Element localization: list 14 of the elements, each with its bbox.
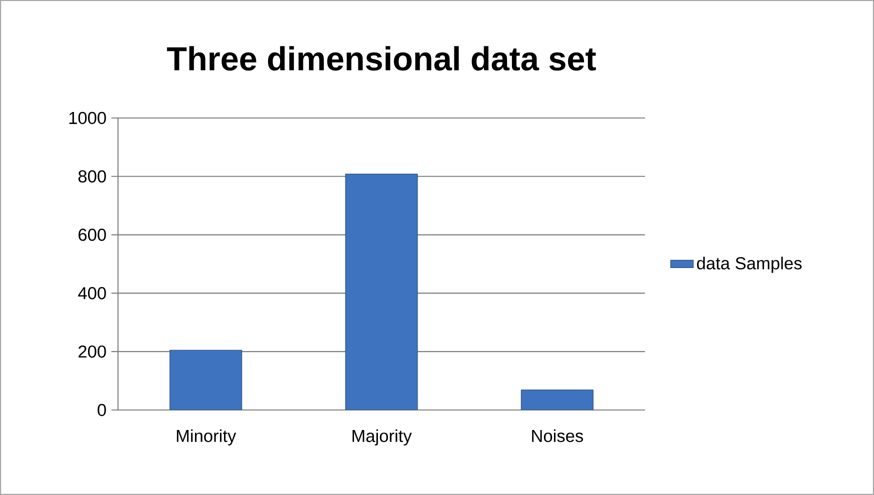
y-tick-label: 0 — [98, 404, 106, 416]
x-tick-label: Minority — [176, 429, 236, 446]
chart-title: Three dimensional data set — [167, 46, 596, 71]
bar — [170, 350, 242, 410]
y-tick-label: 1000 — [69, 112, 106, 124]
y-tick-label: 600 — [78, 228, 106, 241]
y-tick-label: 800 — [78, 170, 106, 183]
y-tick-label: 200 — [78, 345, 106, 358]
bar — [345, 174, 418, 410]
x-tick-label: Majority — [352, 429, 412, 446]
bar — [520, 390, 594, 410]
x-tick-label: Noises — [532, 429, 584, 442]
y-tick-label: 400 — [78, 287, 106, 300]
legend-label: data Samples — [697, 256, 802, 273]
